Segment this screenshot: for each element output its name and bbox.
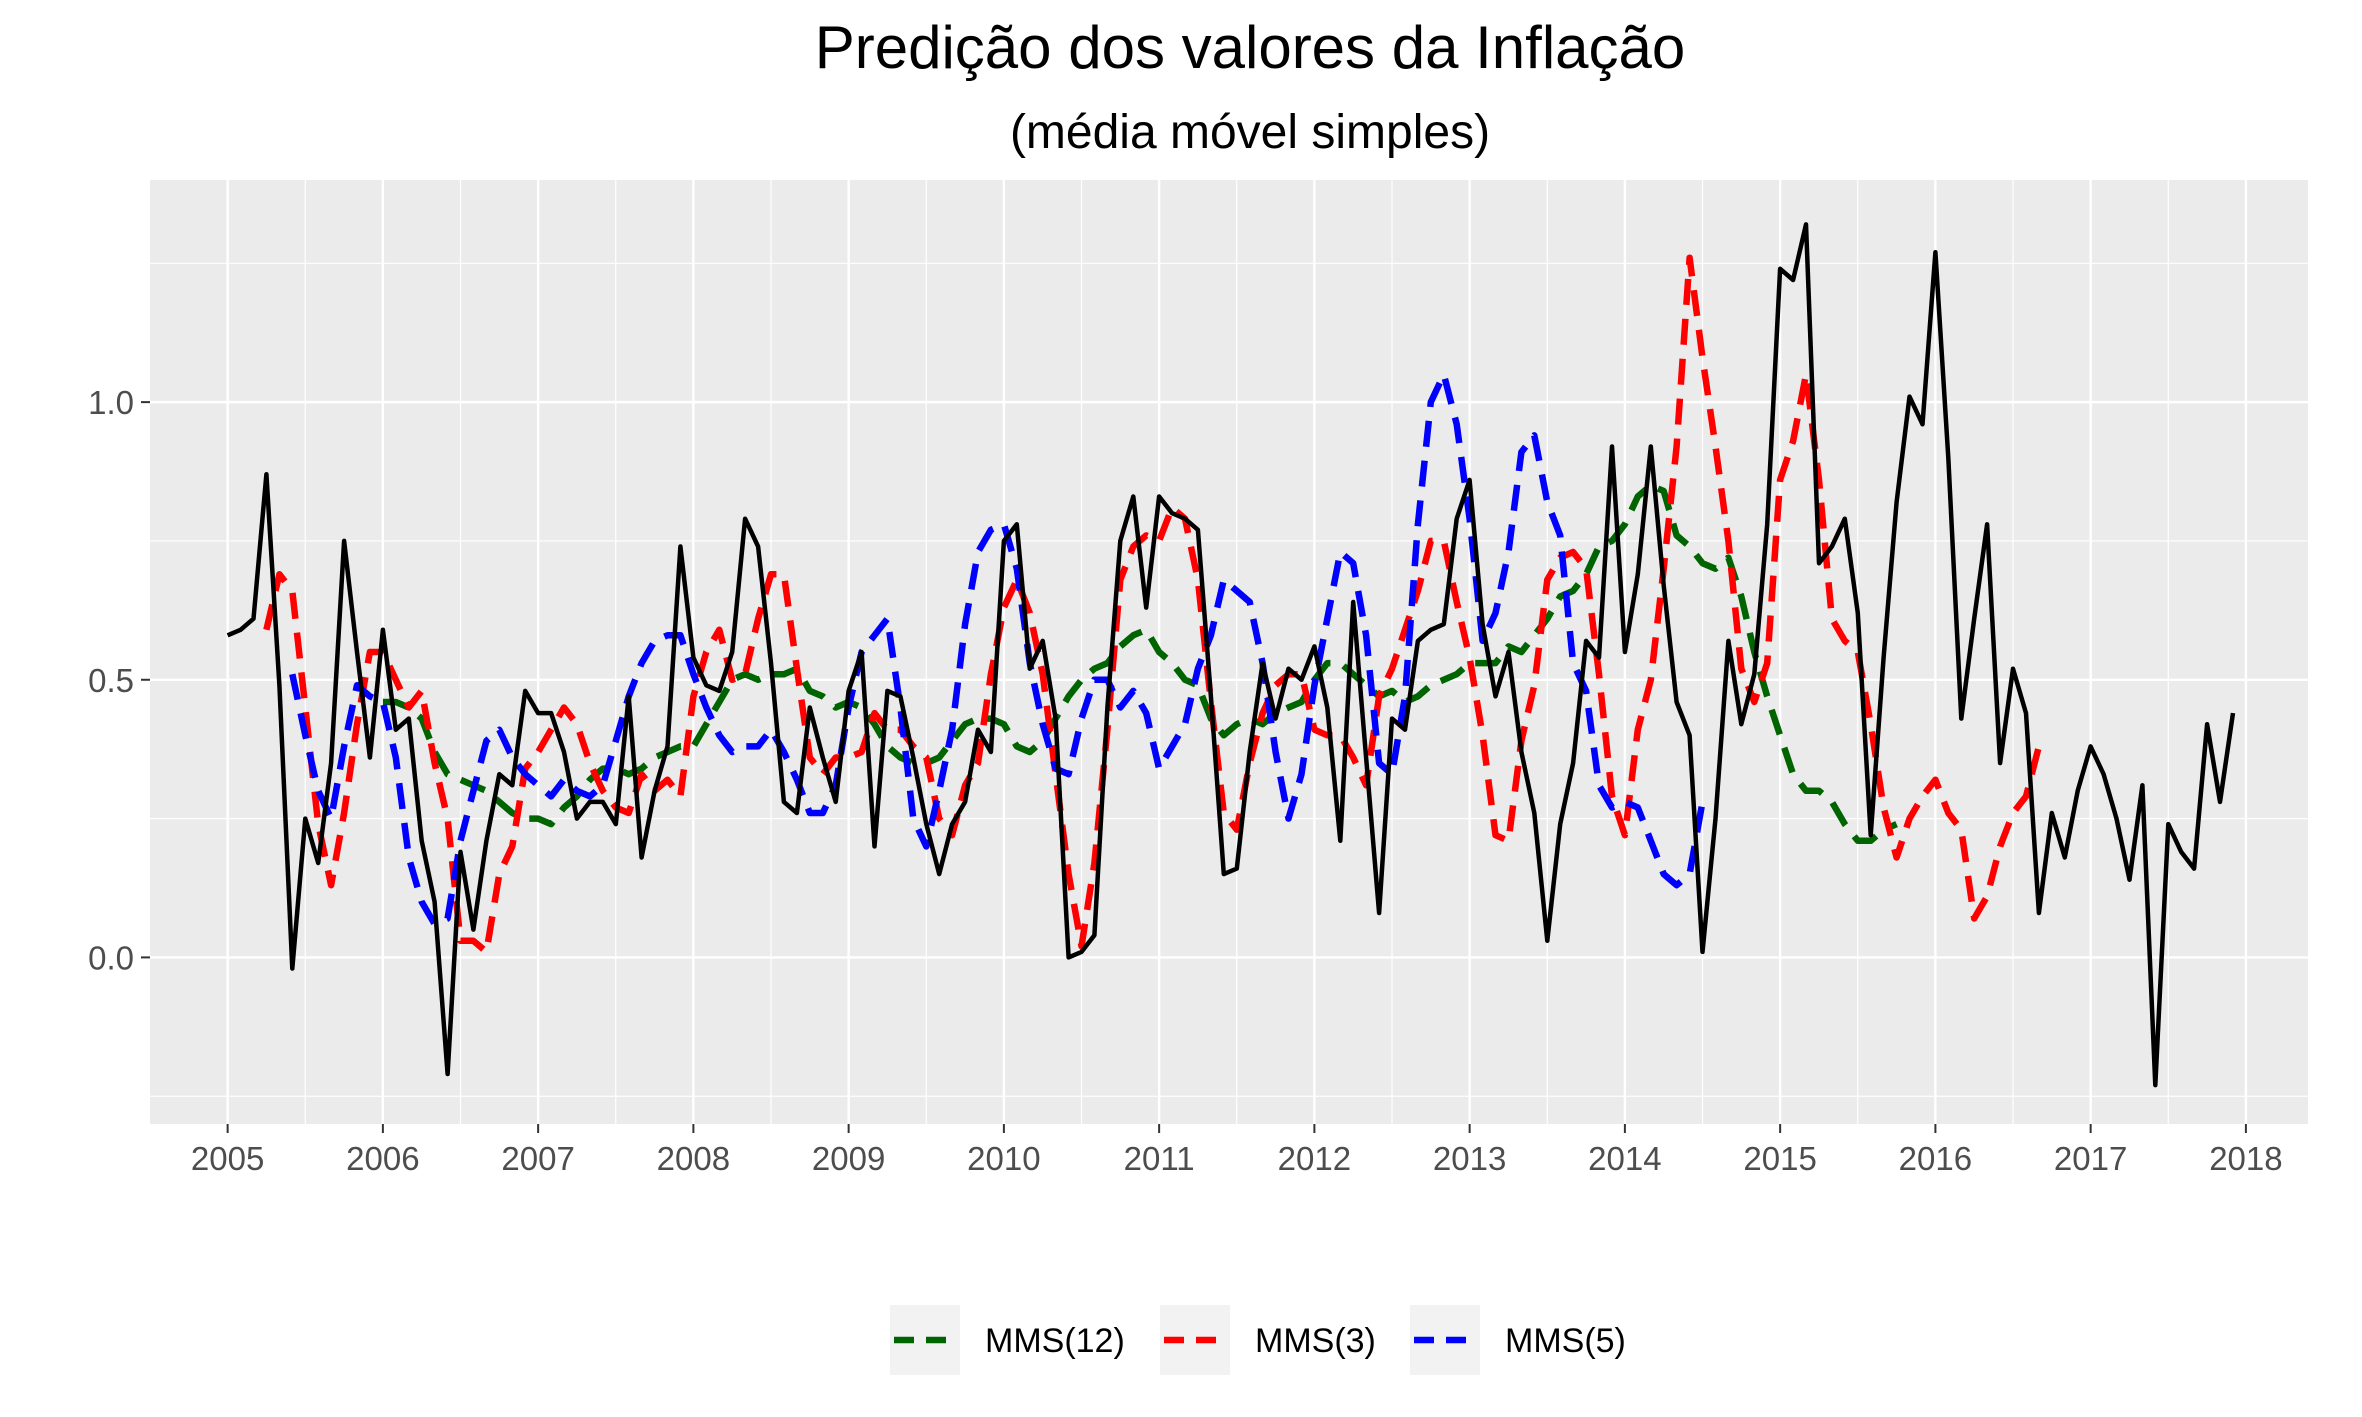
x-tick-label: 2005 (191, 1140, 264, 1177)
x-tick-label: 2014 (1588, 1140, 1661, 1177)
x-tick-label: 2018 (2209, 1140, 2282, 1177)
legend-label: MMS(5) (1505, 1322, 1626, 1360)
x-tick-label: 2015 (1743, 1140, 1816, 1177)
x-tick-label: 2017 (2054, 1140, 2127, 1177)
x-tick-label: 2016 (1899, 1140, 1972, 1177)
x-tick-label: 2011 (1124, 1140, 1195, 1177)
x-tick-label: 2009 (812, 1140, 885, 1177)
series-line-mms3 (263, 254, 2043, 956)
x-tick-label: 2012 (1278, 1140, 1351, 1177)
x-tick-label: 2013 (1433, 1140, 1506, 1177)
axis-ticks: 2005 2006 2007 2008 2009 2010 2011 2012 2013 2014… (88, 384, 2282, 1177)
series-line-mms5 (289, 371, 1706, 928)
x-tick-label: 2008 (657, 1140, 730, 1177)
y-tick-label: 0.0 (88, 939, 134, 976)
observed-inflation-line (226, 222, 2236, 1088)
x-tick-label: 2010 (967, 1140, 1040, 1177)
y-tick-label: 0.5 (88, 662, 134, 699)
legend-label: MMS(12) (985, 1322, 1125, 1360)
legend-label: MMS(3) (1255, 1322, 1376, 1360)
y-tick-label: 1.0 (88, 384, 134, 421)
x-tick-label: 2007 (501, 1140, 574, 1177)
plot-panel (150, 180, 2308, 1124)
x-tick-label: 2006 (346, 1140, 419, 1177)
series-lines (226, 222, 2236, 1088)
chart-subtitle: (média móvel simples) (1010, 106, 1490, 159)
legend: MMS(12) MMS(3) MMS(5) (890, 1305, 1626, 1375)
chart-title: Predição dos valores da Inflação (815, 14, 1686, 81)
